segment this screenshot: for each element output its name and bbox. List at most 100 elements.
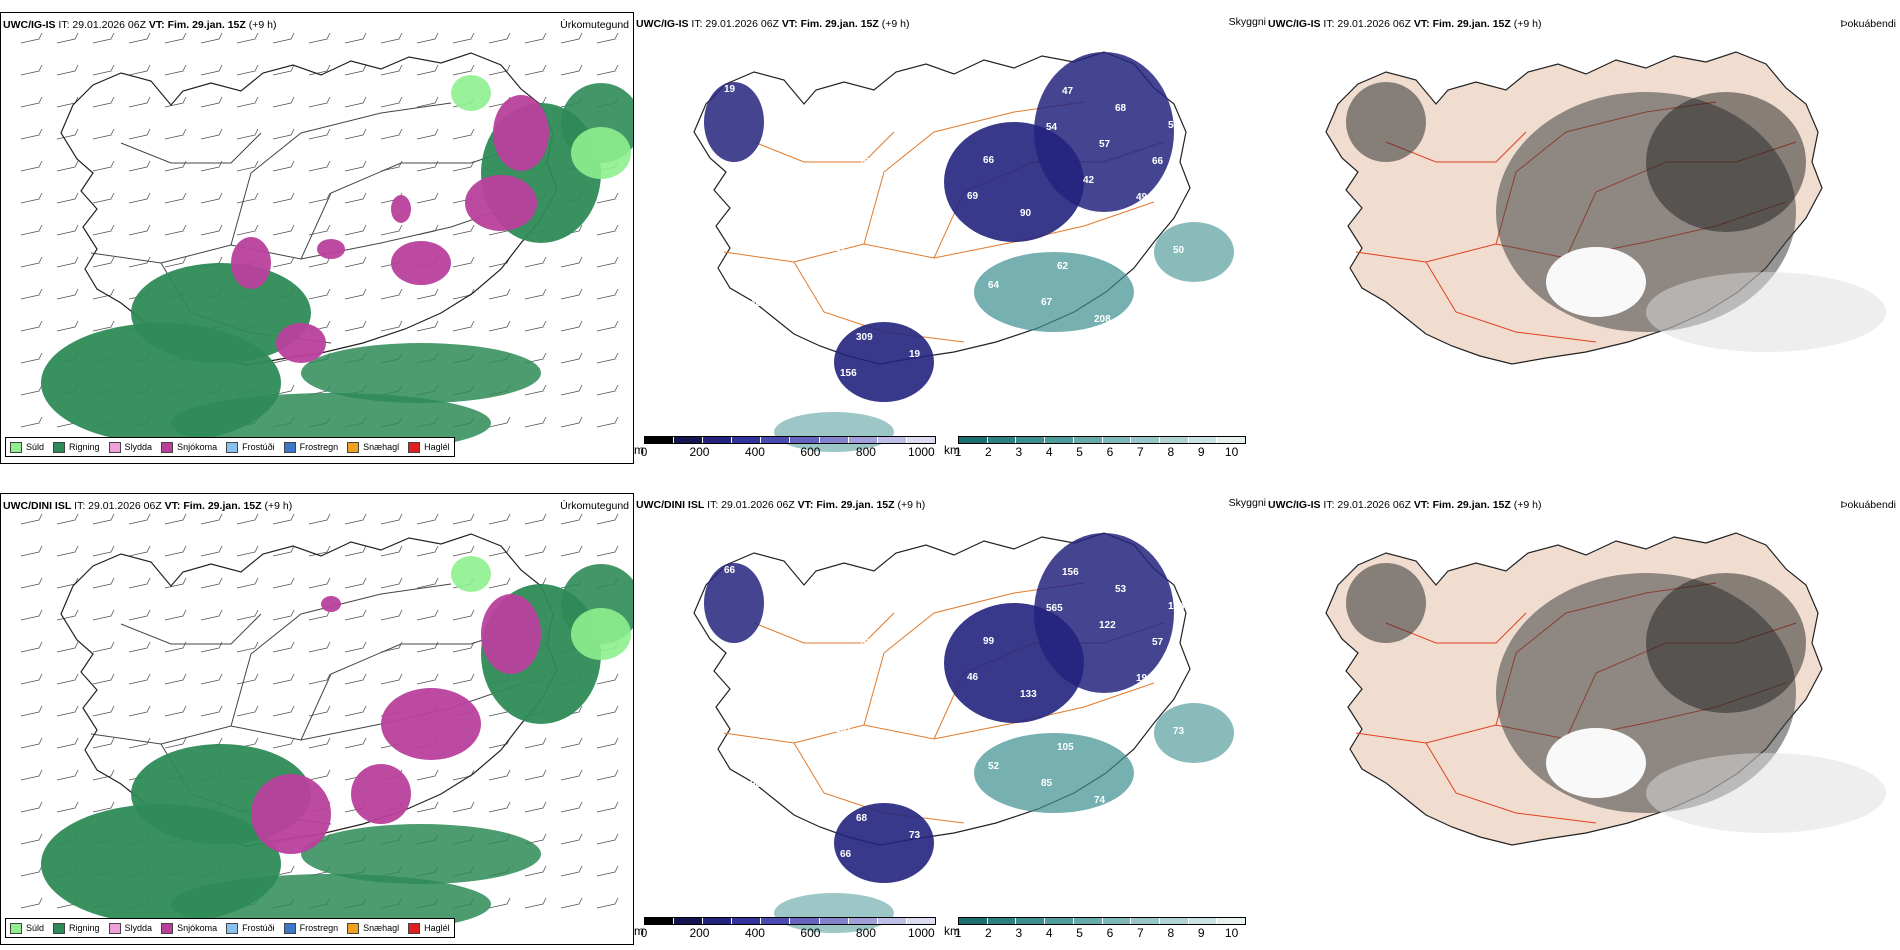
cloud-base-label: 47 — [1062, 86, 1074, 97]
ceiling-tick-label: 400 — [744, 926, 765, 940]
cloud-base-label: 64 — [988, 280, 1000, 291]
ceiling-colorbar: m 0 200 400 600 800 1000 — [634, 436, 936, 459]
lead-time: (+9 h) — [1513, 18, 1542, 30]
panel-title: Þokuábendi — [1840, 18, 1896, 30]
cloud-base-label: 47 — [861, 638, 873, 649]
valid-time: Fim. 29.jan. 15Z — [816, 499, 895, 511]
precip-legend-swatch — [283, 922, 296, 934]
cloud-base-label: 58 — [877, 602, 889, 613]
ceiling-tick-label: 800 — [855, 445, 876, 459]
cloud-base-label: 43 — [761, 618, 773, 629]
cloud-base-label: 156 — [1062, 567, 1079, 578]
precip-legend-label: Súld — [26, 442, 45, 452]
cloud-base-label: 295 — [808, 140, 825, 151]
panel-title: Úrkomutegund — [560, 500, 629, 512]
fog-indicator-panel-row2: UWC/IG-IS IT: 29.01.2026 06Z VT: Fim. 29… — [1266, 493, 1900, 945]
cloud-base-label: 42 — [766, 743, 778, 754]
precip-legend-item: Haglél — [408, 922, 450, 934]
cloud-base-label: 42 — [1083, 175, 1095, 186]
cloud-base-label: 84 — [729, 209, 741, 220]
ceiling-tick-label: 200 — [689, 926, 710, 940]
cloud-base-label: 28 — [972, 316, 984, 327]
lead-time: (+9 h) — [264, 500, 293, 512]
visibility-swatch — [1131, 437, 1160, 443]
ceiling-unit: m — [634, 924, 644, 938]
model-name: UWC/DINI ISL — [3, 500, 72, 512]
visibility-ticks: 1 2 3 4 5 6 7 8 9 10 — [955, 925, 1246, 940]
ceiling-swatch — [674, 918, 704, 924]
cloud-base-label: 89 — [734, 334, 746, 345]
ceiling-swatch — [819, 918, 849, 924]
cloud-base-label: 106 — [1004, 725, 1021, 736]
ceiling-swatch — [761, 437, 791, 443]
cloud-base-label: 105 — [1057, 742, 1074, 753]
cloud-base-label: 44 — [898, 210, 910, 221]
valid-label: VT: — [164, 500, 181, 512]
ceiling-colorbar-swatches — [644, 917, 936, 925]
cloud-base-label: 133 — [1020, 689, 1037, 700]
cloud-base-label: 66 — [983, 155, 995, 166]
visibility-swatch — [1073, 437, 1103, 443]
fog-indicator-map — [1325, 532, 1886, 846]
cloud-base-label: 62 — [1057, 261, 1069, 272]
cloud-base-label: 45 — [951, 708, 963, 719]
cloud-base-label: 66 — [1152, 156, 1164, 167]
ceiling-tick-label: 1000 — [908, 926, 935, 940]
ceiling-visibility-map: 66 43 86 161 07 73 82 99 133 105 74 81 144 118 147 134 6… — [693, 532, 1234, 933]
cloud-base-label: 19 — [909, 349, 921, 360]
panel-title: Úrkomutegund — [560, 19, 629, 31]
precip-legend-swatch — [161, 922, 174, 934]
valid-label: VT: — [1413, 499, 1430, 511]
valid-label: VT: — [797, 499, 814, 511]
visibility-swatch — [1102, 437, 1132, 443]
ceiling-swatch — [732, 437, 762, 443]
ceiling-tick-label: 600 — [800, 926, 821, 940]
cloud-base-label: 144 — [1168, 601, 1185, 612]
visibility-swatch — [959, 437, 988, 443]
cloud-base-label: 69 — [967, 191, 979, 202]
ceiling-swatch — [645, 918, 675, 924]
visibility-swatch — [1159, 437, 1189, 443]
precip-legend-label: Snjókoma — [177, 442, 218, 452]
precip-legend-label: Snjókoma — [177, 923, 218, 933]
visibility-swatch — [1131, 918, 1160, 924]
visibility-ticks: 1 2 3 4 5 6 7 8 9 10 — [954, 444, 1246, 459]
panel-title: Skyggni — [1228, 16, 1266, 28]
precip-legend-swatch — [10, 441, 22, 453]
precip-legend-label: Rigning — [69, 442, 100, 452]
init-time: IT: 29.01.2026 06Z — [1323, 18, 1411, 30]
precip-legend-label: Frostúði — [242, 923, 275, 933]
cloud-base-label: 57 — [1152, 637, 1164, 648]
visibility-tick-label: 6 — [1106, 926, 1114, 940]
precip-legend-swatch — [10, 922, 22, 934]
cloud-base-label: 118 — [745, 654, 762, 665]
visibility-swatch — [1073, 918, 1103, 924]
visibility-tick-label: 6 — [1106, 445, 1114, 459]
ceiling-tick-label: 0 — [640, 926, 648, 940]
init-time: IT: 29.01.2026 06Z — [1323, 499, 1411, 511]
ceiling-tick-label: 0 — [640, 445, 648, 459]
valid-time: Fim. 29.jan. 15Z — [800, 18, 879, 30]
cloud-base-label: 39 — [803, 796, 815, 807]
precip-legend-label: Haglél — [424, 923, 450, 933]
cloud-base-label: 58 — [1120, 228, 1132, 239]
precip-type-map — [20, 513, 633, 934]
precip-legend-swatch — [108, 441, 121, 453]
cloud-base-label: 49 — [1136, 192, 1148, 203]
visibility-tick-label: 1 — [954, 445, 962, 459]
ceiling-swatch — [906, 437, 935, 443]
precip-legend-label: Frostregn — [299, 442, 339, 452]
ceiling-swatch — [877, 918, 907, 924]
visibility-tick-label: 4 — [1045, 445, 1053, 459]
visibility-colorbar: km 1 2 3 4 5 6 7 8 9 10 — [944, 917, 1246, 940]
precip-legend-swatch — [108, 922, 121, 934]
visibility-tick-label: 8 — [1167, 926, 1175, 940]
cloud-base-label: 57 — [1099, 139, 1111, 150]
ceiling-swatch — [848, 918, 878, 924]
cloud-base-label: 38 — [729, 690, 741, 701]
precip-legend-item: Súld — [10, 922, 44, 934]
cloud-base-label: 86 — [946, 102, 958, 113]
visibility-tick-label: 2 — [985, 926, 992, 940]
cloud-base-label: 46 — [967, 672, 979, 683]
cloud-base-label: 156 — [840, 368, 857, 379]
